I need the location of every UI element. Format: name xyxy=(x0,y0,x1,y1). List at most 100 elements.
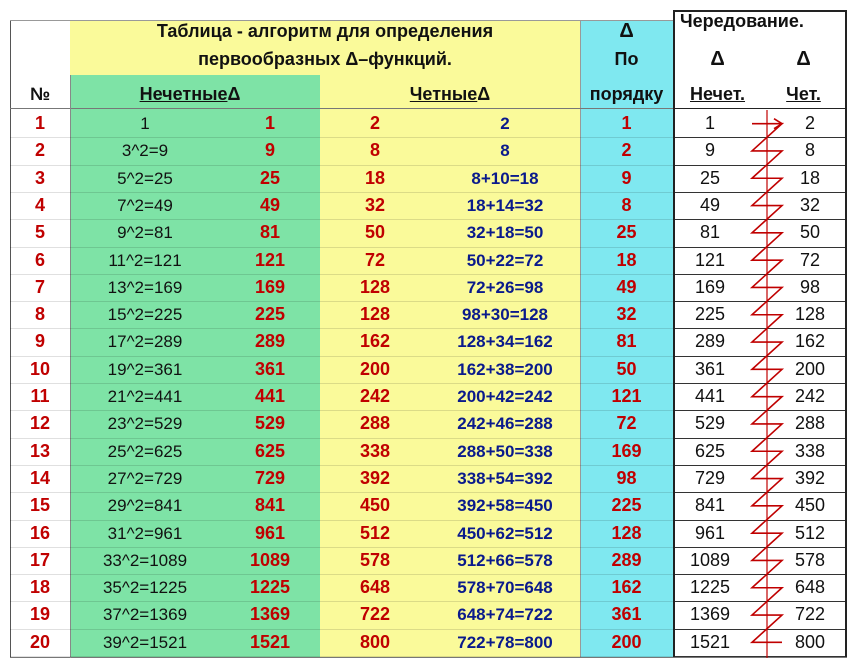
row-divider xyxy=(10,137,673,138)
cell-order: 121 xyxy=(611,386,642,406)
cell-even-val: 242 xyxy=(359,386,391,406)
white-top-left xyxy=(10,20,70,75)
alt-row-divider xyxy=(675,301,845,302)
cell-order: 1 xyxy=(621,113,632,133)
cell-alt-odd: 9 xyxy=(704,140,715,161)
cell-odd-val: 961 xyxy=(254,522,286,543)
row-divider xyxy=(10,601,673,602)
cyan-band xyxy=(580,20,673,658)
cell-even-val: 648 xyxy=(359,577,391,598)
cell-even-expr: 578+70=648 xyxy=(457,578,553,598)
cell-alt-odd: 441 xyxy=(694,386,726,406)
cell-odd-expr: 31^2=961 xyxy=(107,523,183,543)
cell-even-val: 50 xyxy=(364,222,386,243)
cell-even-expr: 2 xyxy=(500,114,510,133)
cell-even-val: 338 xyxy=(359,440,391,461)
cell-odd-expr: 3^2=9 xyxy=(121,141,169,161)
alt-row-divider xyxy=(675,492,845,493)
cell-even-expr: 32+18=50 xyxy=(466,223,544,243)
cell-alt-even: 578 xyxy=(794,549,826,570)
cell-n: 7 xyxy=(34,276,45,297)
cell-alt-odd: 49 xyxy=(699,194,721,215)
cell-order: 9 xyxy=(621,167,632,188)
cell-odd-expr: 7^2=49 xyxy=(117,195,173,215)
cell-even-val: 288 xyxy=(359,413,391,434)
cell-n: 17 xyxy=(29,549,51,570)
cell-even-expr: 50+22=72 xyxy=(466,250,544,270)
alt-even-delta-icon: Δ xyxy=(796,48,811,70)
cell-order: 2 xyxy=(621,140,632,161)
cell-alt-even: 162 xyxy=(794,331,826,352)
row-divider xyxy=(10,438,673,439)
table-border-order-right xyxy=(673,10,675,658)
cell-alt-even: 800 xyxy=(794,631,826,652)
cell-even-expr: 8 xyxy=(500,141,510,161)
alt-row-divider xyxy=(675,247,845,248)
cell-order: 32 xyxy=(616,304,637,325)
alt-even-header: Чет. xyxy=(786,84,821,104)
cell-even-val: 32 xyxy=(364,194,386,215)
cell-order: 98 xyxy=(616,467,637,488)
cell-n: 2 xyxy=(34,140,45,161)
cell-odd-val: 1521 xyxy=(249,631,291,652)
row-divider xyxy=(10,165,673,166)
cell-alt-even: 32 xyxy=(799,194,821,215)
row-divider xyxy=(10,656,673,657)
cell-even-val: 800 xyxy=(359,631,391,652)
alt-row-divider xyxy=(675,410,845,411)
cell-even-expr: 242+46=288 xyxy=(457,414,553,434)
cell-odd-expr: 11^2=121 xyxy=(108,250,182,270)
table-border-bottom xyxy=(10,657,847,658)
cell-odd-expr: 29^2=841 xyxy=(107,496,183,516)
arrow-icon xyxy=(773,117,784,130)
cell-alt-odd: 121 xyxy=(694,249,726,270)
cell-odd-val: 361 xyxy=(254,358,286,379)
row-divider xyxy=(10,274,673,275)
cell-odd-val: 625 xyxy=(254,440,286,461)
cell-n: 16 xyxy=(29,522,51,543)
cell-n: 5 xyxy=(34,222,45,243)
alt-row-divider xyxy=(675,383,845,384)
cell-even-val: 200 xyxy=(359,358,391,379)
cell-even-expr: 128+34=162 xyxy=(457,332,553,352)
cell-odd-val: 289 xyxy=(254,331,286,352)
row-divider xyxy=(10,356,673,357)
cell-alt-even: 128 xyxy=(794,304,826,325)
green-band-body xyxy=(70,138,320,658)
cell-order: 49 xyxy=(616,276,637,297)
cell-alt-odd: 225 xyxy=(694,304,726,325)
cell-even-expr: 8+10=18 xyxy=(471,168,539,188)
cell-odd-expr: 13^2=169 xyxy=(107,277,183,297)
cell-alt-even: 450 xyxy=(794,495,826,516)
even-column-label: Четные xyxy=(409,84,478,104)
cell-even-expr: 72+26=98 xyxy=(466,277,544,297)
cell-alt-odd: 1369 xyxy=(689,604,731,625)
cell-order: 169 xyxy=(611,440,642,461)
alt-row-divider xyxy=(675,465,845,466)
cell-alt-even: 72 xyxy=(799,249,821,270)
header-divider xyxy=(10,108,673,109)
yellow-band-top xyxy=(70,20,580,75)
cell-alt-odd: 289 xyxy=(694,331,726,352)
order-header-line-1: По xyxy=(614,49,639,69)
odd-delta-icon: Δ xyxy=(227,84,241,104)
cell-order: 8 xyxy=(621,194,632,215)
table-border-order-left xyxy=(580,20,581,658)
cell-alt-odd: 361 xyxy=(694,358,726,379)
table-border-left xyxy=(10,20,11,658)
cell-even-val: 18 xyxy=(364,167,386,188)
cell-odd-val: 1 xyxy=(264,113,275,133)
row-divider xyxy=(10,520,673,521)
cell-n: 10 xyxy=(29,358,51,379)
alt-row-divider xyxy=(675,547,845,548)
alt-row-divider xyxy=(675,520,845,521)
title-line-1: Таблица - алгоритм для определения xyxy=(156,21,494,41)
alt-odd-header: Нечет. xyxy=(689,84,746,104)
cell-alt-odd: 1 xyxy=(704,113,715,133)
cell-odd-expr: 27^2=729 xyxy=(107,468,183,488)
table-border-right xyxy=(845,10,847,658)
cell-n: 1 xyxy=(34,113,45,133)
cell-even-val: 392 xyxy=(359,467,391,488)
cell-even-val: 162 xyxy=(359,331,391,352)
